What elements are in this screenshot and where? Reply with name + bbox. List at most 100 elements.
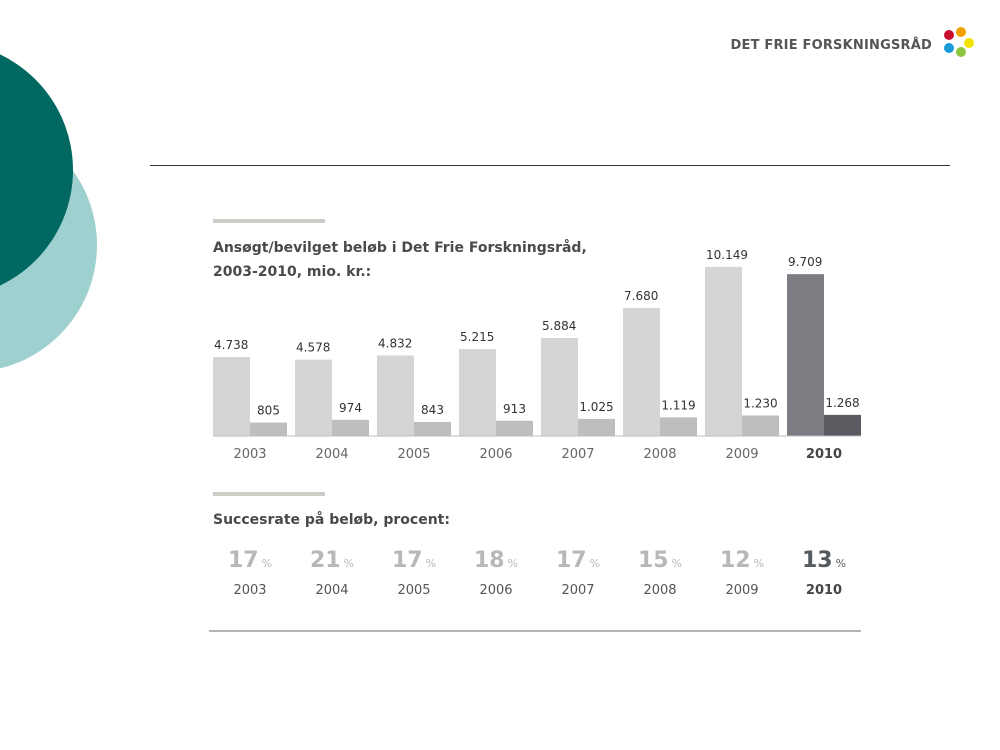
success-rate-value-line: 17% bbox=[210, 548, 290, 573]
success-rate-value: 17 bbox=[391, 548, 423, 573]
tick-label-2009: 2009 bbox=[725, 447, 758, 462]
logo-dot-green bbox=[956, 47, 966, 57]
success-rate-year: 2010 bbox=[805, 583, 843, 598]
bar-applied-2003 bbox=[213, 357, 250, 436]
bar-granted-2005 bbox=[414, 421, 451, 436]
success-rate-value: 17 bbox=[227, 548, 259, 573]
logo-dot-blue bbox=[944, 43, 954, 53]
bar-applied-2006 bbox=[459, 349, 496, 436]
chart-title: Ansøgt/bevilget beløb i Det Frie Forskni… bbox=[213, 240, 587, 256]
bar-granted-2004 bbox=[332, 419, 369, 436]
bar-granted-2007 bbox=[578, 418, 615, 436]
success-rate-unit: % bbox=[753, 557, 765, 570]
tick-label-2004: 2004 bbox=[315, 447, 348, 462]
success-rate-2010: 13% 2010 bbox=[784, 548, 864, 598]
tick-label-2003: 2003 bbox=[233, 447, 266, 462]
tick-label-2005: 2005 bbox=[397, 447, 430, 462]
success-rate-2005: 17% 2005 bbox=[374, 548, 454, 598]
label-granted-2008: 1.119 bbox=[661, 398, 695, 412]
success-rate-year: 2008 bbox=[643, 583, 677, 598]
label-granted-2009: 1.230 bbox=[743, 397, 777, 411]
success-rate-value-line: 17% bbox=[374, 548, 454, 573]
success-rate-value-line: 15% bbox=[620, 548, 700, 573]
success-rate-unit: % bbox=[507, 557, 519, 570]
success-rate-2004: 21% 2004 bbox=[292, 548, 372, 598]
success-rate-unit: % bbox=[671, 557, 683, 570]
success-rate-value-line: 12% bbox=[702, 548, 782, 573]
success-rate-unit: % bbox=[425, 557, 437, 570]
success-rate-value-line: 17% bbox=[538, 548, 618, 573]
success-rate-unit: % bbox=[261, 557, 273, 570]
success-rate-unit: % bbox=[589, 557, 601, 570]
label-applied-2010: 9.709 bbox=[788, 255, 822, 269]
logo-dots-icon bbox=[942, 27, 974, 60]
success-rate-year: 2003 bbox=[233, 583, 267, 598]
bar-granted-2003 bbox=[250, 422, 287, 436]
label-granted-2010: 1.268 bbox=[825, 396, 859, 410]
success-section-accent-bar bbox=[213, 492, 325, 496]
brand-logo: DET FRIE FORSKNINGSRÅD bbox=[731, 27, 974, 60]
success-rate-year: 2007 bbox=[561, 583, 595, 598]
label-granted-2003: 805 bbox=[257, 404, 280, 418]
logo-dot-red bbox=[944, 30, 954, 40]
bar-applied-2004 bbox=[295, 359, 332, 436]
tick-label-2008: 2008 bbox=[643, 447, 676, 462]
logo-dot-orange bbox=[956, 27, 966, 37]
bar-granted-2006 bbox=[496, 420, 533, 436]
label-applied-2005: 4.832 bbox=[378, 336, 412, 350]
bar-applied-2005 bbox=[377, 355, 414, 436]
bar-applied-2008 bbox=[623, 308, 660, 436]
success-rate-value-line: 18% bbox=[456, 548, 536, 573]
success-rate-value: 12 bbox=[719, 548, 751, 573]
bar-granted-2008 bbox=[660, 417, 697, 436]
logo-dot-yellow bbox=[964, 38, 974, 48]
success-title: Succesrate på beløb, procent: bbox=[213, 512, 450, 528]
success-rate-year: 2005 bbox=[397, 583, 431, 598]
success-rate-2006: 18% 2006 bbox=[456, 548, 536, 598]
deco-circle-dark bbox=[0, 54, 73, 286]
success-rate-unit: % bbox=[343, 557, 355, 570]
success-rate-2008: 15% 2008 bbox=[620, 548, 700, 598]
bar-granted-2009 bbox=[742, 415, 779, 436]
footer-divider bbox=[209, 630, 861, 632]
success-rate-2009: 12% 2009 bbox=[702, 548, 782, 598]
decorative-circles-graphic bbox=[0, 54, 97, 369]
success-rate-value: 13 bbox=[801, 548, 833, 573]
label-applied-2006: 5.215 bbox=[460, 330, 494, 344]
success-rate-row: 17% 2003 21% 2004 17% 2005 18% 2006 17% 2007 15% 20… bbox=[0, 548, 1000, 618]
tick-label-2006: 2006 bbox=[479, 447, 512, 462]
header-divider bbox=[150, 165, 950, 166]
decorative-circles bbox=[0, 0, 120, 420]
success-rate-2007: 17% 2007 bbox=[538, 548, 618, 598]
label-granted-2005: 843 bbox=[421, 403, 444, 417]
chart-subtitle: 2003-2010, mio. kr.: bbox=[213, 264, 372, 280]
success-rate-year: 2004 bbox=[315, 583, 349, 598]
bar-granted-2010 bbox=[824, 414, 861, 436]
bar-applied-2007 bbox=[541, 337, 578, 436]
label-applied-2003: 4.738 bbox=[214, 338, 248, 352]
success-rate-year: 2009 bbox=[725, 583, 759, 598]
success-rate-2003: 17% 2003 bbox=[210, 548, 290, 598]
success-rate-value: 15 bbox=[637, 548, 669, 573]
success-rate-year: 2006 bbox=[479, 583, 513, 598]
label-applied-2007: 5.884 bbox=[542, 319, 576, 333]
bar-applied-2010 bbox=[787, 274, 824, 436]
label-applied-2004: 4.578 bbox=[296, 341, 330, 355]
label-applied-2009: 10.149 bbox=[706, 248, 748, 262]
chart-title-block: Ansøgt/bevilget beløb i Det Frie Forskni… bbox=[213, 236, 587, 284]
label-granted-2006: 913 bbox=[503, 402, 526, 416]
label-applied-2008: 7.680 bbox=[624, 289, 658, 303]
label-granted-2004: 974 bbox=[339, 401, 362, 415]
success-rate-value: 18 bbox=[473, 548, 505, 573]
success-rate-value: 17 bbox=[555, 548, 587, 573]
tick-label-2010: 2010 bbox=[806, 447, 842, 462]
success-rate-value: 21 bbox=[309, 548, 341, 573]
success-rate-value-line: 21% bbox=[292, 548, 372, 573]
bar-applied-2009 bbox=[705, 266, 742, 436]
chart-section-accent-bar bbox=[213, 219, 325, 223]
success-rate-value-line: 13% bbox=[784, 548, 864, 573]
tick-label-2007: 2007 bbox=[561, 447, 594, 462]
success-rate-unit: % bbox=[835, 557, 847, 570]
label-granted-2007: 1.025 bbox=[579, 400, 613, 414]
